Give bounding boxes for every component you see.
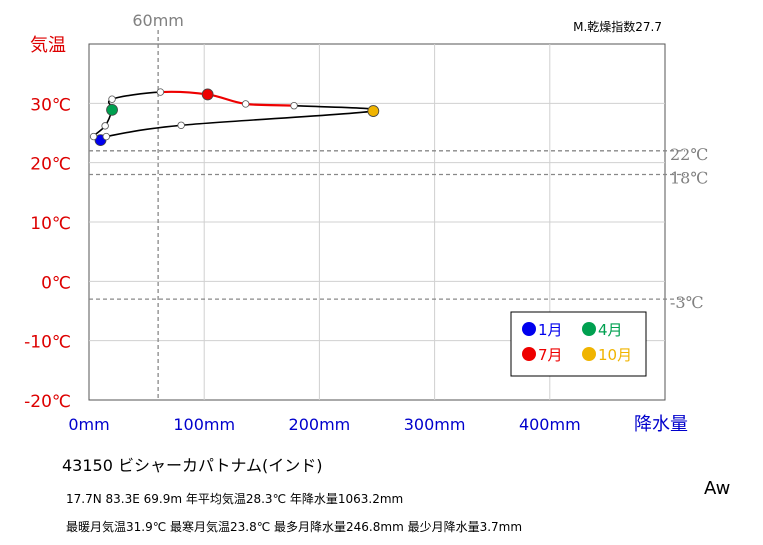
- reference-label-temp: -3℃: [670, 293, 703, 312]
- x-axis-label: 降水量: [634, 414, 688, 435]
- month-point-12: [102, 132, 110, 141]
- legend-marker-1: [522, 322, 536, 336]
- legend-label-1: 1月: [538, 321, 563, 339]
- x-tick-label: 400mm: [519, 415, 581, 434]
- legend-marker-4: [582, 322, 596, 336]
- dryness-index-label: M.乾燥指数27.7: [573, 19, 662, 34]
- climate-class: Aw: [704, 478, 731, 499]
- month-point-11: [177, 121, 185, 129]
- y-tick-label: 20℃: [30, 155, 71, 175]
- month-point-7: [201, 88, 214, 101]
- y-tick-label: 10℃: [30, 214, 71, 234]
- y-axis-label: 気温: [30, 35, 66, 56]
- legend-box: [510, 311, 647, 377]
- reference-label-precip: 60mm: [132, 11, 184, 30]
- month-point-5: [108, 95, 116, 103]
- month-point-8: [241, 100, 250, 108]
- y-tick-label: 0℃: [41, 273, 71, 293]
- station-stats-line2: 最暖月気温31.9℃ 最寒月気温23.8℃ 最多月降水量246.8mm 最少月降…: [66, 520, 523, 534]
- month-point-10: [367, 105, 380, 117]
- legend-marker-10: [582, 347, 596, 361]
- month-point-4: [106, 103, 118, 116]
- series-segment: [106, 124, 182, 138]
- y-tick-label: -10℃: [24, 333, 71, 353]
- reference-label-temp: 18℃: [670, 169, 708, 188]
- month-point-2: [89, 132, 98, 141]
- x-tick-label: 0mm: [68, 415, 109, 434]
- month-point-9: [290, 102, 298, 110]
- x-tick-label: 100mm: [173, 415, 235, 434]
- y-tick-label: -20℃: [24, 392, 71, 412]
- station-stats-line1: 17.7N 83.3E 69.9m 年平均気温28.3℃ 年降水量1063.2m…: [66, 492, 404, 506]
- x-tick-label: 300mm: [404, 415, 466, 434]
- station-title: 43150 ビシャーカパトナム(インド): [62, 456, 323, 475]
- legend-label-10: 10月: [598, 346, 632, 364]
- legend-label-4: 4月: [598, 321, 623, 339]
- series-segment: [181, 110, 374, 127]
- y-tick-label: 30℃: [30, 95, 71, 115]
- x-tick-label: 200mm: [289, 415, 351, 434]
- legend-marker-7: [522, 347, 536, 361]
- legend-label-7: 7月: [538, 346, 563, 364]
- reference-label-temp: 22℃: [670, 145, 708, 164]
- month-point-3: [101, 122, 109, 130]
- month-point-6: [156, 88, 165, 96]
